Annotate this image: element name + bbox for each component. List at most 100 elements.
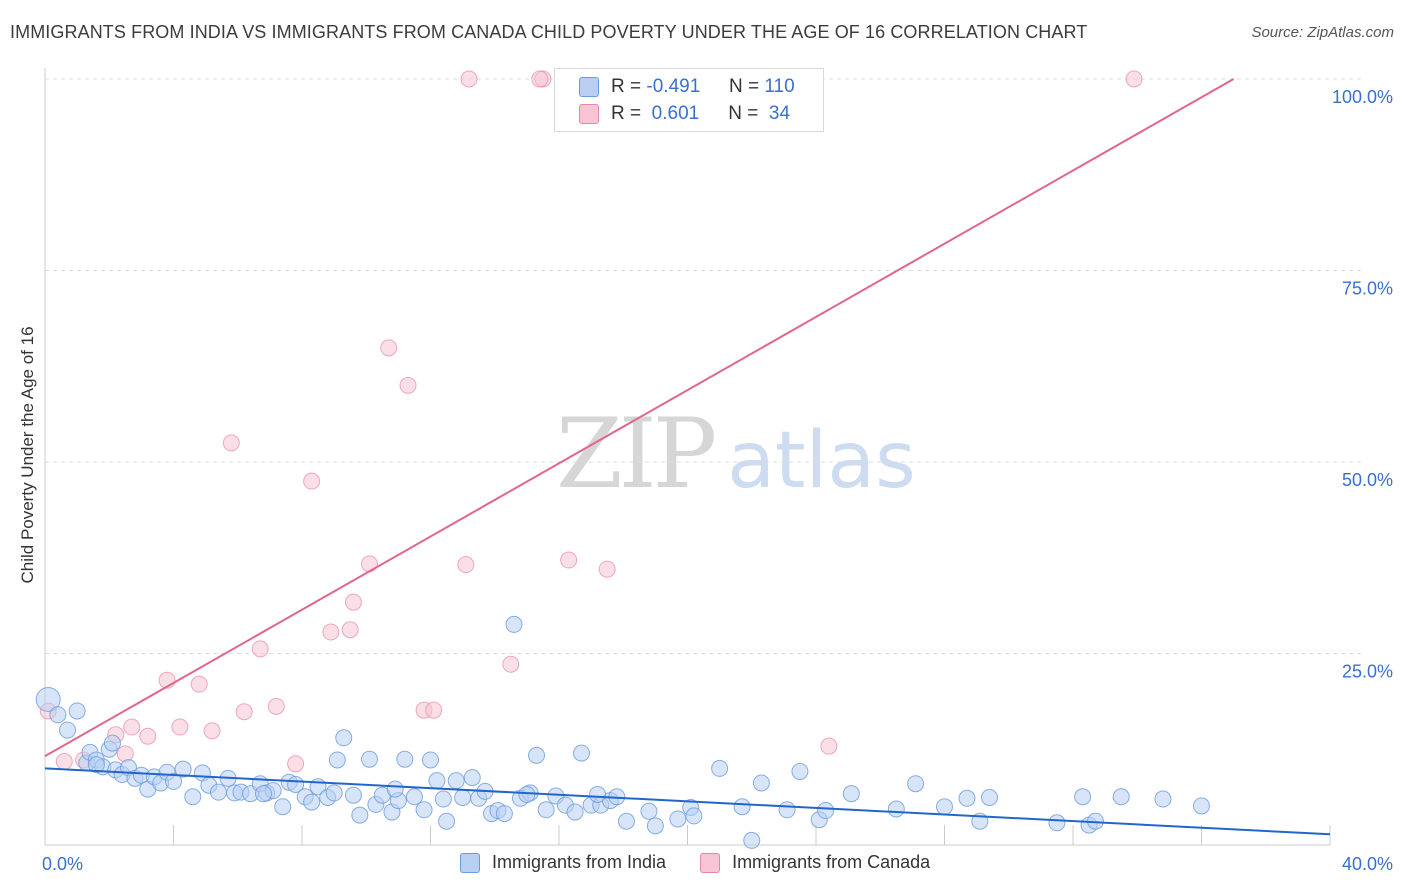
series-legend-india: Immigrants from India — [460, 852, 666, 873]
data-point-india — [454, 789, 472, 807]
chart-title: IMMIGRANTS FROM INDIA VS IMMIGRANTS FROM… — [10, 22, 1088, 42]
data-point-india — [1048, 814, 1066, 832]
data-point-india — [572, 744, 590, 762]
data-point-india — [422, 751, 439, 769]
data-point-india — [386, 780, 404, 798]
data-point-canada — [287, 755, 305, 773]
y-tick-label: 50.0% — [1342, 470, 1393, 490]
data-point-canada — [1125, 70, 1143, 88]
data-point-india — [1112, 788, 1130, 806]
data-point-canada — [303, 472, 321, 490]
data-point-canada — [139, 727, 157, 745]
watermark-zip: ZIP — [556, 398, 717, 510]
data-point-india — [528, 746, 546, 764]
data-point-canada — [203, 722, 221, 740]
x-tick-label-min: 0.0% — [42, 854, 83, 874]
data-point-india — [184, 788, 202, 806]
data-point-canada — [222, 434, 240, 452]
data-point-india — [303, 793, 321, 811]
data-point-canada — [190, 675, 208, 693]
data-point-india — [274, 798, 292, 816]
x-tick-label-max: 40.0% — [1342, 854, 1393, 874]
data-point-india — [396, 750, 414, 768]
data-point-india — [495, 805, 513, 823]
data-point-canada — [820, 737, 838, 755]
data-point-india — [344, 786, 362, 804]
series-legend-canada: Immigrants from Canada — [700, 852, 930, 873]
data-point-canada — [171, 718, 189, 736]
data-point-india — [35, 686, 61, 712]
y-tick-label: 100.0% — [1332, 87, 1393, 107]
data-point-india — [68, 702, 86, 720]
data-point-canada — [235, 703, 253, 721]
data-point-india — [405, 788, 423, 806]
data-point-india — [174, 760, 192, 778]
watermark: ZIP atlas — [556, 398, 916, 510]
data-point-india — [566, 803, 584, 821]
data-point-india — [360, 750, 378, 768]
data-point-india — [537, 801, 555, 819]
data-point-india — [165, 772, 182, 790]
data-point-india — [980, 789, 998, 807]
data-point-india — [791, 762, 809, 780]
data-point-india — [685, 807, 703, 825]
series-legend-label-canada: Immigrants from Canada — [732, 852, 931, 872]
data-point-india — [752, 774, 770, 792]
data-point-india — [518, 785, 536, 803]
data-point-canada — [360, 555, 378, 573]
data-point-india — [351, 806, 369, 824]
data-point-canada — [55, 753, 73, 771]
data-point-india — [254, 785, 272, 803]
data-point-india — [669, 810, 687, 828]
data-point-india — [936, 798, 953, 816]
data-point-india — [1074, 788, 1092, 806]
legend-swatch-canada — [579, 104, 599, 124]
data-point-india — [617, 812, 635, 830]
data-point-india — [335, 729, 353, 747]
data-point-canada — [598, 560, 616, 578]
data-point-canada — [267, 697, 285, 715]
legend-row-india: R = -0.491 N = 110 — [579, 75, 795, 99]
data-point-canada — [341, 621, 359, 639]
data-point-canada — [460, 70, 478, 88]
data-point-india — [428, 772, 446, 790]
data-point-india — [589, 785, 607, 803]
data-point-india — [907, 775, 925, 793]
data-point-india — [733, 798, 751, 816]
data-point-india — [842, 785, 860, 803]
data-point-india — [887, 800, 905, 818]
y-tick-label: 25.0% — [1342, 662, 1393, 682]
legend-india-n-label: N = — [728, 76, 760, 97]
data-point-india — [1193, 797, 1210, 815]
legend-india-r-value: -0.491 — [646, 76, 701, 97]
data-point-canada — [457, 556, 475, 574]
data-point-canada — [322, 623, 340, 641]
legend-canada-r-value: 0.601 — [651, 103, 700, 124]
series-legend-swatch-canada — [700, 852, 721, 873]
series-legend-label-india: Immigrants from India — [492, 852, 667, 872]
correlation-legend: R = -0.491 N = 110 R = 0.601 N = 34 — [554, 68, 824, 132]
legend-canada-n-value: 34 — [768, 103, 791, 124]
data-point-india — [434, 790, 452, 808]
data-point-india — [958, 789, 976, 807]
legend-swatch-india — [579, 77, 599, 97]
data-point-canada — [399, 376, 417, 394]
data-point-canada — [344, 593, 362, 611]
data-point-india — [415, 801, 433, 819]
data-point-india — [1154, 790, 1172, 808]
legend-canada-r-label: R = — [611, 103, 642, 124]
data-point-india — [505, 615, 523, 633]
series-legend-swatch-india — [460, 852, 480, 873]
series-legend: Immigrants from India Immigrants from Ca… — [460, 852, 964, 873]
data-point-canada — [251, 640, 269, 658]
data-point-canada — [123, 718, 141, 736]
data-point-india — [640, 802, 658, 820]
data-point-india — [438, 812, 456, 830]
data-point-india — [778, 801, 796, 819]
data-point-canada — [560, 551, 578, 569]
data-point-india — [328, 751, 346, 769]
data-point-canada — [425, 701, 443, 719]
data-point-india — [447, 772, 465, 790]
legend-india-n-value: 110 — [764, 76, 795, 97]
